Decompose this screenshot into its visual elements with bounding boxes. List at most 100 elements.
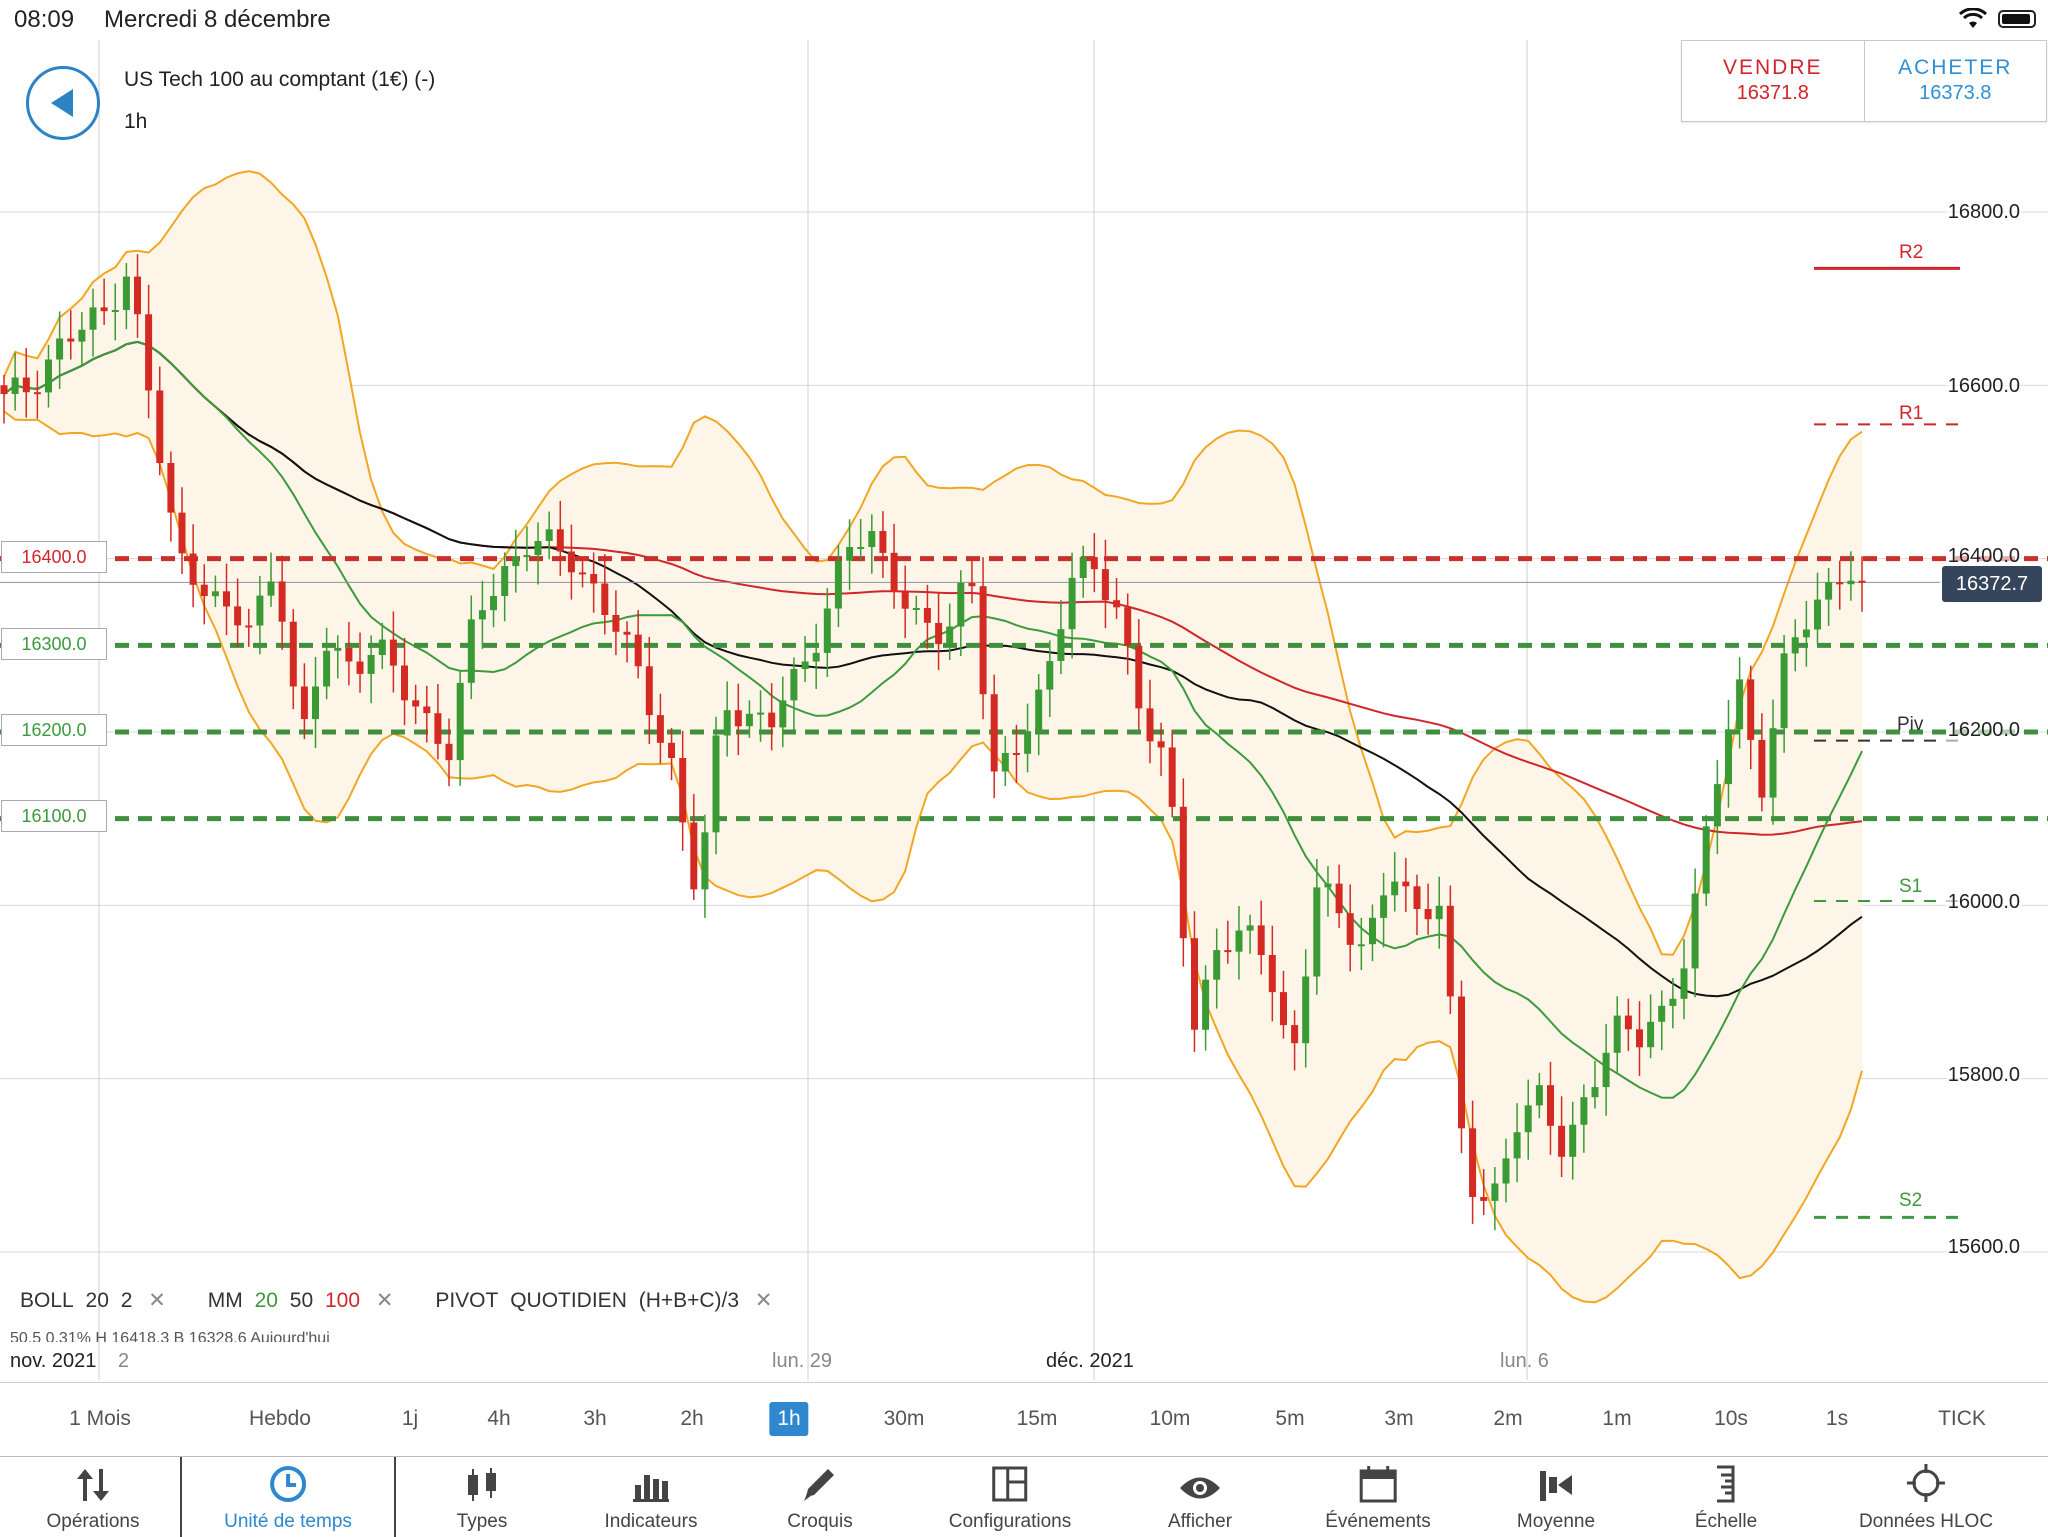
indicators-button[interactable]: Indicateurs [601,1457,701,1537]
hloc-info-line: 50.5 0.31% H 16418.3 B 16328.6 Aujourd'h… [10,1330,330,1342]
level-16300-box[interactable]: 16300.0 [1,628,107,660]
candle-body [1591,1087,1599,1098]
candle-body [590,574,598,584]
candle-body [1814,599,1821,630]
candle-body [211,591,219,597]
average-button[interactable]: Moyenne [1506,1457,1606,1537]
sell-label: VENDRE [1722,56,1823,79]
timeframe-label: 1h [124,110,148,133]
tf-1m[interactable]: 1m [1602,1407,1632,1430]
current-price-badge: 16372.7 [1942,566,2042,602]
candle-body [701,832,709,890]
tf-15m[interactable]: 15m [1016,1407,1058,1430]
scale-label: Échelle [1694,1511,1758,1532]
candle-body [1725,729,1732,785]
events-button[interactable]: Événements [1325,1457,1431,1537]
candle-body [1035,689,1043,732]
tf-10m[interactable]: 10m [1149,1407,1191,1430]
candle-body [1024,731,1032,754]
candle-body [1046,661,1054,690]
candle-body [1268,955,1276,993]
candle-body [745,713,753,727]
candle-body [846,547,854,561]
types-button[interactable]: Types [432,1457,532,1537]
hloc-data-button[interactable]: Données HLOC [1859,1457,1993,1537]
boll-param-2: 2 [120,1289,133,1312]
level-16200-box[interactable]: 16200.0 [1,714,107,746]
back-button[interactable] [26,66,100,140]
candle-body [935,622,943,645]
candle-body [367,655,375,674]
tf-4h[interactable]: 4h [487,1407,511,1430]
scale-icon [1676,1457,1776,1503]
candle-body [1124,607,1132,646]
remove-mm-icon[interactable]: ✕ [375,1289,394,1312]
display-button[interactable]: Afficher [1150,1457,1250,1537]
candle-body [1736,679,1744,730]
tf-1s[interactable]: 1s [1825,1407,1849,1430]
candle-body [1391,881,1399,896]
candle-body [1513,1132,1521,1159]
tf-weekly[interactable]: Hebdo [249,1407,311,1430]
tf-1d[interactable]: 1j [401,1407,419,1430]
candle-body [1858,580,1866,583]
operations-button[interactable]: Opérations [43,1457,143,1537]
mm-param-20: 20 [254,1289,278,1312]
level-16100-box[interactable]: 16100.0 [1,800,107,832]
tf-3m[interactable]: 3m [1384,1407,1414,1430]
candle-body [890,552,898,592]
mm-param-100: 100 [324,1289,361,1312]
candle-body [111,310,119,312]
tf-3h[interactable]: 3h [583,1407,607,1430]
candle-body [1491,1183,1499,1201]
candle-body [33,392,41,395]
candle-body [490,596,497,611]
candle-body [312,686,319,720]
events-label: Événements [1325,1511,1431,1532]
candle-body [1346,913,1354,945]
candle-body [1535,1085,1543,1106]
crosshair-icon [1876,1457,1976,1503]
unit-of-time-button[interactable]: Unité de temps [224,1457,352,1537]
tf-1h[interactable]: 1h [769,1402,809,1436]
back-arrow-icon [51,89,73,117]
mm-param-50: 50 [289,1289,314,1312]
candle-body [423,706,431,714]
configurations-button[interactable]: Configurations [949,1457,1071,1537]
tf-2h[interactable]: 2h [680,1407,704,1430]
tf-30m[interactable]: 30m [883,1407,925,1430]
candle-body [1413,886,1421,909]
candle-body [300,686,308,720]
candle-body [1224,950,1232,953]
remove-pivot-icon[interactable]: ✕ [754,1289,773,1312]
sell-button[interactable]: VENDRE 16371.8 [1682,41,1864,121]
candle-body [67,338,75,342]
price-chart[interactable] [0,40,2048,1380]
candle-body [579,572,586,575]
indicator-legend: BOLL 20 2 ✕ MM 20 50 100 ✕ PIVOT QUOTIDI… [20,1288,779,1313]
tf-5m[interactable]: 5m [1275,1407,1305,1430]
status-time: 08:09 [14,6,75,33]
level-16400-box[interactable]: 16400.0 [1,541,107,573]
tf-tick[interactable]: TICK [1938,1407,1986,1430]
pivot-r1-label: R1 [1899,403,1924,424]
candle-body [1402,881,1410,887]
candle-body [1090,557,1098,570]
clock-icon [238,1457,338,1503]
tf-1-month[interactable]: 1 Mois [69,1407,131,1430]
tf-2m[interactable]: 2m [1493,1407,1523,1430]
tf-10s[interactable]: 10s [1714,1407,1748,1430]
average-label: Moyenne [1516,1511,1596,1532]
mm-name: MM [207,1289,243,1312]
scale-button[interactable]: Échelle [1676,1457,1776,1537]
candle-body [267,581,275,596]
candle-body [1836,582,1844,585]
status-bar: 08:09 Mercredi 8 décembre [0,0,2048,40]
buy-button[interactable]: ACHETER 16373.8 [1863,41,2047,121]
sketches-button[interactable]: Croquis [770,1457,870,1537]
instrument-title: US Tech 100 au comptant (1€) (-) [124,68,436,91]
candle-body [45,359,52,393]
candle-body [167,463,175,513]
remove-boll-icon[interactable]: ✕ [148,1289,166,1312]
candle-body [1280,992,1287,1026]
